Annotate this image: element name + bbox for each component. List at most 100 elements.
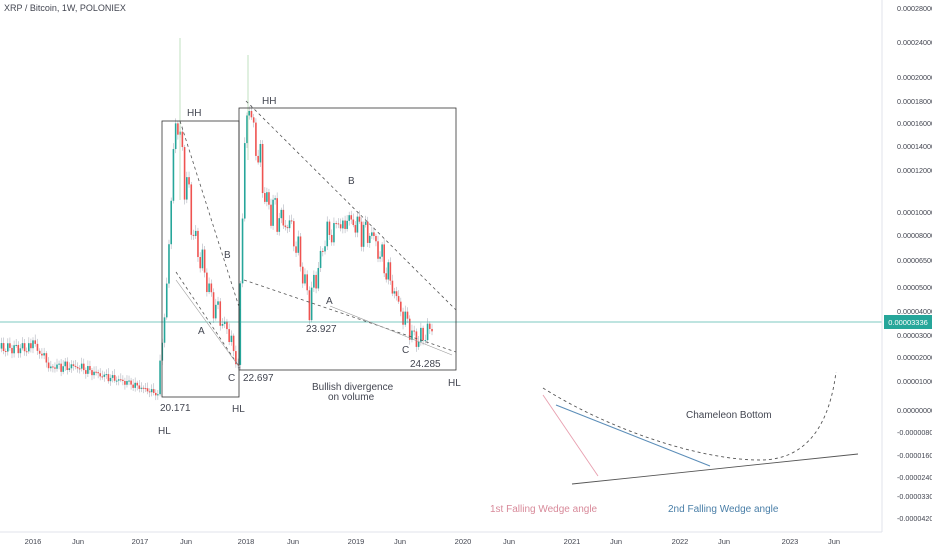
- candle-body: [117, 379, 120, 381]
- candle-body: [255, 122, 257, 156]
- candle-body: [360, 221, 363, 247]
- candle-body: [288, 220, 291, 229]
- candle-body: [395, 291, 398, 297]
- candle-body: [266, 192, 268, 202]
- candle-body: [313, 274, 315, 288]
- candle-body: [183, 147, 186, 200]
- candle-body: [333, 223, 335, 243]
- anno-val-23927: 23.927: [306, 324, 337, 335]
- second-wedge-angle-line: [555, 404, 711, 467]
- candle-body: [402, 311, 404, 325]
- candle-body: [304, 274, 306, 284]
- candle-body: [274, 198, 276, 200]
- candle-body: [257, 155, 259, 163]
- candle-body: [373, 232, 375, 237]
- candle-body: [41, 353, 43, 356]
- candle-body: [45, 353, 48, 363]
- candle-body: [280, 209, 283, 219]
- candle-body: [93, 371, 95, 376]
- candle-body: [324, 246, 326, 252]
- candle-body: [270, 204, 272, 226]
- anno-hl-3: HL: [448, 378, 461, 389]
- candle-body: [259, 143, 262, 163]
- candle-body: [150, 389, 153, 393]
- candle-body: [310, 287, 313, 321]
- x-tick-label: 2023: [782, 537, 799, 546]
- candle-body: [19, 348, 22, 354]
- x-tick-label: 2020: [455, 537, 472, 546]
- candle-body: [420, 327, 422, 342]
- candle-body: [70, 364, 73, 369]
- candle-body: [203, 249, 206, 273]
- candle-body: [165, 283, 168, 318]
- candle-body: [140, 387, 143, 389]
- candle-body: [226, 321, 228, 330]
- candle-body: [397, 296, 400, 302]
- candle-body: [52, 366, 54, 368]
- candle-body: [411, 330, 413, 340]
- wedge-box-2: [238, 107, 457, 371]
- y-tick-label: 0.00012000: [897, 166, 932, 175]
- candle-body: [400, 301, 402, 312]
- current-price-tag: [884, 315, 932, 329]
- candle-body: [199, 257, 201, 269]
- candle-body: [342, 220, 344, 229]
- candle-body: [248, 110, 251, 116]
- candle-body: [30, 343, 32, 349]
- candle-body: [17, 344, 20, 354]
- y-tick-label: -0.00003300: [897, 492, 932, 501]
- candle-body: [364, 221, 367, 225]
- candle-body: [344, 220, 346, 229]
- y-tick-label: 0.00006500: [897, 256, 932, 265]
- candle-body: [385, 273, 388, 280]
- candle-body: [282, 209, 285, 226]
- y-tick-label: 0.00018000: [897, 97, 932, 106]
- candle-body: [383, 244, 385, 274]
- candle-body: [157, 394, 159, 396]
- candle-body: [168, 244, 170, 284]
- candle-body: [381, 244, 383, 257]
- candle-body: [413, 330, 415, 332]
- x-tick-label: Jun: [72, 537, 84, 546]
- first-wedge-angle-line: [542, 394, 599, 477]
- x-tick-label: 2018: [238, 537, 255, 546]
- candle-body: [43, 353, 45, 356]
- anno-hh-1: HH: [187, 108, 201, 119]
- candle-body: [315, 274, 317, 289]
- candle-body: [105, 374, 108, 376]
- candle-body: [138, 385, 141, 389]
- x-tick-label: Jun: [718, 537, 730, 546]
- candle-body: [358, 216, 361, 222]
- candle-body: [337, 223, 340, 225]
- candle-body: [335, 223, 337, 225]
- candle-body: [428, 323, 431, 329]
- candle-body: [356, 216, 359, 233]
- candle-body: [101, 376, 104, 378]
- anno-b-2: B: [348, 176, 355, 187]
- candle-body: [232, 335, 235, 352]
- y-tick-label: 0.00000000: [897, 406, 932, 415]
- candle-body: [264, 193, 266, 202]
- candle-body: [136, 382, 139, 386]
- candle-body: [426, 323, 429, 341]
- candle-body: [38, 350, 41, 354]
- candle-body: [50, 366, 52, 369]
- candle-body: [85, 370, 87, 374]
- candle-body: [34, 340, 37, 344]
- candle-body: [95, 371, 97, 373]
- candle-body: [91, 370, 93, 376]
- candle-body: [154, 392, 157, 396]
- x-tick-label: Jun: [180, 537, 192, 546]
- candle-body: [68, 368, 71, 371]
- candle-body: [111, 375, 114, 378]
- candle-body: [350, 215, 353, 220]
- candle-body: [348, 215, 350, 221]
- y-tick-label: 0.00010000: [897, 208, 932, 217]
- candle-body: [272, 199, 274, 226]
- chameleon-curve: [542, 371, 837, 461]
- anno-chameleon: Chameleon Bottom: [686, 410, 772, 421]
- candle-body: [47, 362, 50, 369]
- candle-body: [368, 235, 371, 243]
- candle-body: [113, 375, 116, 381]
